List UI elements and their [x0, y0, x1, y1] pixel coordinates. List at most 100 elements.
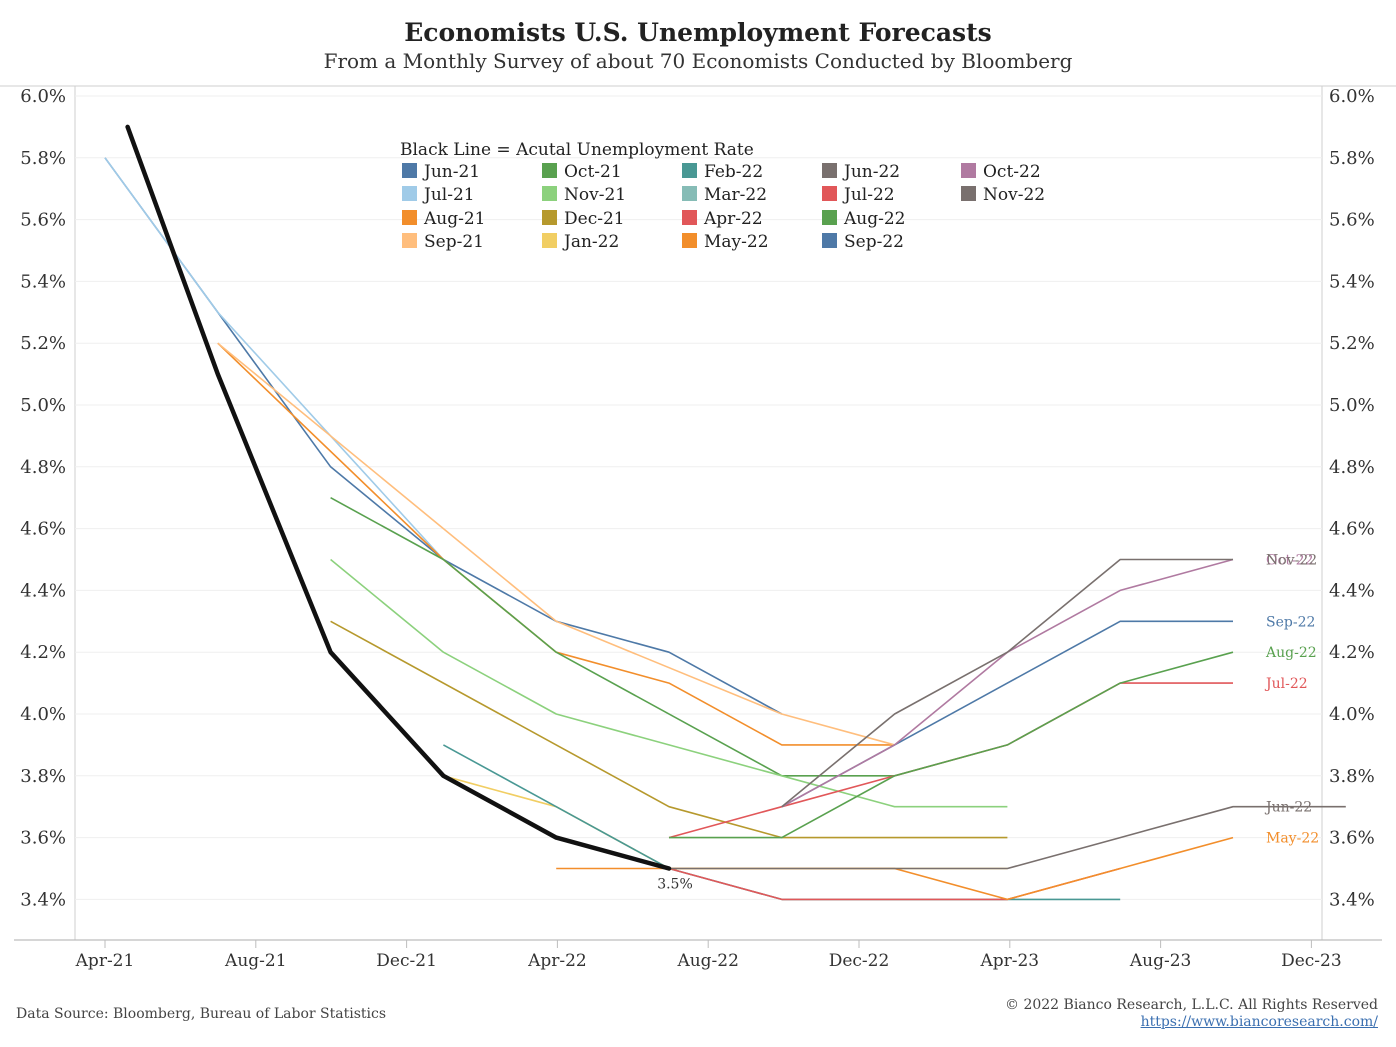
legend-swatch [542, 210, 557, 225]
legend-swatch [961, 186, 976, 201]
legend-swatch [542, 163, 557, 178]
legend-swatch [402, 210, 417, 225]
y-tick-label-right: 5.4% [1329, 271, 1375, 292]
actual-last-value-label: 3.5% [657, 877, 693, 893]
legend-swatch [402, 233, 417, 248]
chart-subtitle: From a Monthly Survey of about 70 Econom… [323, 49, 1073, 73]
y-tick-label-right: 6.0% [1329, 86, 1375, 107]
series-line-aug-21 [217, 342, 895, 746]
series-line-jul-21 [104, 157, 444, 561]
legend-label: Jan-22 [562, 232, 619, 252]
series-end-label: Nov-22 [1266, 553, 1317, 569]
y-tick-label-right: 4.0% [1329, 704, 1375, 725]
legend-label: Dec-21 [564, 209, 625, 229]
x-tick-label: Dec-21 [376, 951, 437, 971]
legend-label: Oct-22 [983, 162, 1041, 182]
x-tick-label: Apr-21 [75, 951, 135, 971]
series-line-aug-22 [669, 651, 1234, 839]
data-source-note: Data Source: Bloomberg, Bureau of Labor … [16, 1006, 387, 1022]
x-tick-label: Dec-23 [1281, 951, 1342, 971]
copyright-block: © 2022 Bianco Research, L.L.C. All Right… [1005, 997, 1378, 1031]
y-tick-label-right: 5.8% [1329, 148, 1375, 169]
y-tick-label-left: 5.4% [20, 271, 66, 292]
legend-swatch [682, 210, 697, 225]
y-tick-label-left: 6.0% [20, 86, 66, 107]
legend-label: Jun-21 [422, 162, 480, 182]
series-end-label: Aug-22 [1265, 645, 1317, 661]
y-tick-label-left: 3.6% [20, 828, 66, 849]
y-tick-label-left: 5.6% [20, 210, 66, 231]
chart-title: Economists U.S. Unemployment Forecasts [404, 18, 992, 47]
y-tick-label-left: 4.6% [20, 519, 66, 540]
legend-swatch [961, 163, 976, 178]
y-tick-label-left: 3.4% [20, 889, 66, 910]
series-line-jun-22 [669, 805, 1346, 870]
legend-label: Oct-21 [564, 162, 622, 182]
legend-swatch [402, 186, 417, 201]
legend-label: Apr-22 [703, 209, 763, 229]
legend-swatch [822, 233, 837, 248]
y-tick-label-right: 4.4% [1329, 580, 1375, 601]
legend-label: Aug-21 [423, 209, 485, 229]
y-tick-label-left: 5.2% [20, 333, 66, 354]
legend-label: Nov-21 [564, 185, 626, 205]
series-end-label: Sep-22 [1266, 614, 1315, 630]
actual-rate-line [125, 124, 672, 871]
series-line-sep-21 [217, 342, 895, 746]
legend-swatch [822, 163, 837, 178]
series-end-label: Jun-22 [1264, 800, 1312, 816]
x-tick-label: Aug-21 [224, 951, 286, 971]
legend-swatch [542, 233, 557, 248]
copyright-text: © 2022 Bianco Research, L.L.C. All Right… [1005, 997, 1378, 1013]
x-tick-label: Apr-23 [979, 951, 1039, 971]
legend-label: Sep-22 [844, 232, 904, 252]
y-tick-label-right: 5.2% [1329, 333, 1375, 354]
legend-label: Feb-22 [704, 162, 763, 182]
website-link[interactable]: https://www.biancoresearch.com/ [1140, 1014, 1378, 1030]
y-tick-label-right: 5.6% [1329, 210, 1375, 231]
legend-label: Nov-22 [983, 185, 1045, 205]
series-line-apr-22 [668, 867, 1121, 901]
y-tick-label-right: 4.8% [1329, 457, 1375, 478]
y-tick-label-left: 4.8% [20, 457, 66, 478]
series-end-label: Jul-22 [1264, 676, 1308, 692]
series-end-label: May-22 [1266, 831, 1319, 847]
legend-label: Sep-21 [424, 232, 484, 252]
x-tick-label: Apr-22 [527, 951, 587, 971]
legend-swatch [822, 210, 837, 225]
legend-swatch [542, 186, 557, 201]
y-tick-label-right: 3.8% [1329, 766, 1375, 787]
legend-swatch [682, 186, 697, 201]
series-line-feb-22 [443, 744, 1121, 901]
legend-swatch [682, 163, 697, 178]
legend-swatch [682, 233, 697, 248]
series-line-dec-21 [330, 620, 1008, 839]
y-tick-label-left: 5.0% [20, 395, 66, 416]
y-tick-label-right: 4.2% [1329, 642, 1375, 663]
legend-title: Black Line = Acutal Unemployment Rate [400, 140, 754, 160]
legend-label: May-22 [704, 232, 769, 252]
legend-label: Jul-22 [842, 185, 895, 205]
y-tick-label-left: 4.0% [20, 704, 66, 725]
x-tick-label: Dec-22 [829, 951, 890, 971]
y-tick-label-right: 5.0% [1329, 395, 1375, 416]
legend-swatch [402, 163, 417, 178]
series-line-nov-21 [330, 558, 1008, 808]
legend-label: Aug-22 [843, 209, 905, 229]
y-tick-label-left: 4.4% [20, 580, 66, 601]
x-tick-label: Aug-22 [676, 951, 738, 971]
y-tick-label-right: 3.4% [1329, 889, 1375, 910]
legend-swatch [822, 186, 837, 201]
series-end-label: Oct-22 [1266, 553, 1314, 569]
x-tick-label: Aug-23 [1129, 951, 1191, 971]
y-tick-label-right: 4.6% [1329, 519, 1375, 540]
legend-label: Mar-22 [704, 185, 767, 205]
series-line-nov-22 [781, 558, 1233, 808]
y-tick-label-left: 3.8% [20, 766, 66, 787]
y-tick-label-left: 5.8% [20, 148, 66, 169]
legend-label: Jul-21 [422, 185, 475, 205]
legend-label: Jun-22 [842, 162, 900, 182]
y-tick-label-right: 3.6% [1329, 828, 1375, 849]
y-tick-label-left: 4.2% [20, 642, 66, 663]
